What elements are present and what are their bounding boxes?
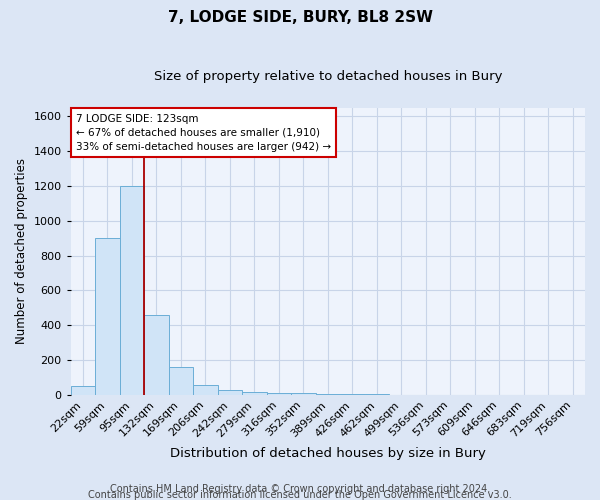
Bar [266,392,291,395]
Bar [71,386,95,395]
Bar [340,394,365,395]
Text: 7, LODGE SIDE, BURY, BL8 2SW: 7, LODGE SIDE, BURY, BL8 2SW [167,10,433,25]
Bar [144,315,169,395]
Bar [169,367,193,395]
Bar [119,186,144,395]
Bar [242,392,266,395]
Bar [95,238,119,395]
Bar [218,390,242,395]
Bar [316,394,340,395]
Title: Size of property relative to detached houses in Bury: Size of property relative to detached ho… [154,70,502,83]
Text: Contains HM Land Registry data © Crown copyright and database right 2024.: Contains HM Land Registry data © Crown c… [110,484,490,494]
Bar [291,394,316,395]
X-axis label: Distribution of detached houses by size in Bury: Distribution of detached houses by size … [170,447,486,460]
Bar [193,386,218,395]
Text: 7 LODGE SIDE: 123sqm
← 67% of detached houses are smaller (1,910)
33% of semi-de: 7 LODGE SIDE: 123sqm ← 67% of detached h… [76,114,331,152]
Text: Contains public sector information licensed under the Open Government Licence v3: Contains public sector information licen… [88,490,512,500]
Y-axis label: Number of detached properties: Number of detached properties [15,158,28,344]
